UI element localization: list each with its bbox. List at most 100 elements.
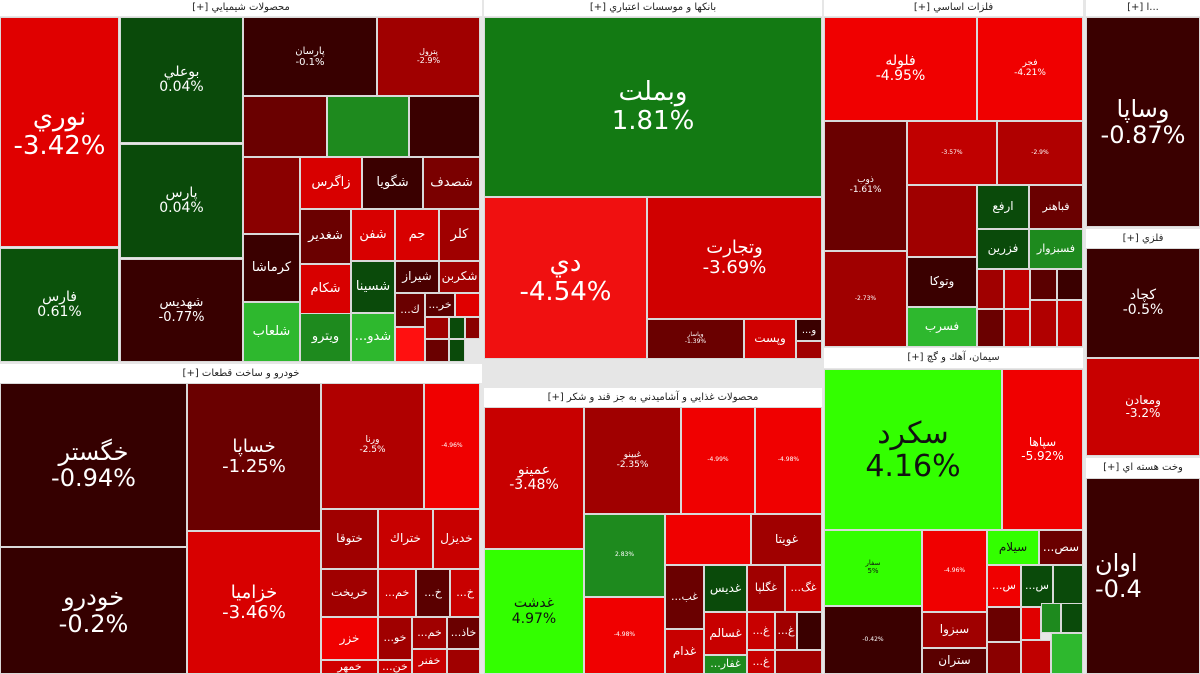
stock-tile[interactable]: -4.96% xyxy=(424,383,480,509)
stock-tile[interactable]: دي -4.54% xyxy=(484,197,647,359)
stock-tile[interactable] xyxy=(1041,603,1061,633)
stock-tile[interactable]: وبملت 1.81% xyxy=(484,17,822,197)
stock-tile[interactable]: غويتا xyxy=(751,514,822,565)
stock-tile[interactable]: نوري -3.42% xyxy=(0,17,119,247)
stock-tile[interactable]: اوان -0.4 xyxy=(1086,478,1200,674)
stock-tile[interactable] xyxy=(977,309,1004,347)
stock-tile[interactable] xyxy=(425,339,449,362)
stock-tile[interactable]: خفنر xyxy=(412,649,447,674)
stock-tile[interactable]: شهديس -0.77% xyxy=(120,259,243,362)
stock-tile[interactable] xyxy=(449,339,465,362)
stock-tile[interactable] xyxy=(447,649,480,674)
stock-tile[interactable]: -2.73% xyxy=(824,251,907,347)
stock-tile[interactable]: -4.98% xyxy=(584,597,665,674)
stock-tile[interactable] xyxy=(425,317,449,339)
stock-tile[interactable] xyxy=(1053,565,1083,607)
stock-tile[interactable]: وپست xyxy=(744,319,796,359)
stock-tile[interactable]: خگستر -0.94% xyxy=(0,383,187,547)
stock-tile[interactable] xyxy=(1057,269,1083,300)
stock-tile[interactable] xyxy=(907,185,977,257)
stock-tile[interactable]: ذوب -1.61% xyxy=(824,121,907,251)
stock-tile[interactable]: سيلام xyxy=(987,530,1039,565)
stock-tile[interactable] xyxy=(455,293,480,317)
stock-tile[interactable]: شكام xyxy=(300,264,351,314)
stock-tile[interactable]: غ... xyxy=(775,612,797,650)
stock-tile[interactable]: غگ... xyxy=(785,565,822,612)
stock-tile[interactable]: سپاها -5.92% xyxy=(1002,369,1083,530)
stock-tile[interactable]: غدام xyxy=(665,629,704,674)
stock-tile[interactable]: خزر xyxy=(321,617,378,660)
stock-tile[interactable]: بوعلي 0.04% xyxy=(120,17,243,143)
stock-tile[interactable]: شكربن xyxy=(439,261,480,293)
stock-tile[interactable]: وتجارت -3.69% xyxy=(647,197,822,319)
stock-tile[interactable]: ختوقا xyxy=(321,509,378,569)
stock-tile[interactable]: غ... xyxy=(747,612,775,650)
stock-tile[interactable]: فسرب xyxy=(907,307,977,347)
stock-tile[interactable]: -4.99% xyxy=(681,407,755,514)
stock-tile[interactable] xyxy=(243,96,327,157)
stock-tile[interactable]: كرماشا xyxy=(243,234,300,302)
stock-tile[interactable]: خر... xyxy=(425,293,455,317)
stock-tile[interactable]: و... xyxy=(796,319,822,341)
stock-tile[interactable]: شفن xyxy=(351,209,395,261)
stock-tile[interactable] xyxy=(327,96,409,157)
stock-tile[interactable] xyxy=(409,96,480,157)
stock-tile[interactable] xyxy=(797,612,822,650)
stock-tile[interactable] xyxy=(1030,269,1057,300)
stock-tile[interactable]: -2.9% xyxy=(997,121,1083,185)
stock-tile[interactable]: خمهر xyxy=(321,660,378,674)
stock-tile[interactable]: خريخت xyxy=(321,569,378,617)
stock-tile[interactable]: خساپا -1.25% xyxy=(187,383,321,531)
stock-tile[interactable]: ختراك xyxy=(378,509,433,569)
stock-tile[interactable]: غگلپا xyxy=(747,565,785,612)
sector-header-chemicals[interactable]: محصولات شيميايي [+] xyxy=(0,0,482,16)
stock-tile[interactable]: شغدير xyxy=(300,209,351,264)
stock-tile[interactable] xyxy=(449,317,465,339)
stock-tile[interactable]: وتوكا xyxy=(907,257,977,307)
stock-tile[interactable]: زاگرس xyxy=(300,157,362,209)
sector-header-food[interactable]: محصولات غذايي و آشاميدني به جز قند و شكر… xyxy=(484,388,822,407)
stock-tile[interactable]: غبينو -2.35% xyxy=(584,407,681,514)
stock-tile[interactable]: سبزوا xyxy=(922,612,987,648)
stock-tile[interactable]: شصدف xyxy=(423,157,480,209)
stock-tile[interactable]: شلعاب xyxy=(243,302,300,362)
stock-tile[interactable]: س... xyxy=(987,565,1021,607)
sector-header-basic-metals[interactable]: فلزات اساسي [+] xyxy=(824,0,1083,16)
stock-tile[interactable]: پترول -2.9% xyxy=(377,17,480,96)
sector-header-right-bottom[interactable]: وخت هسته اي [+] xyxy=(1086,458,1200,478)
stock-tile[interactable]: فسبزوار xyxy=(1029,229,1083,269)
stock-tile[interactable] xyxy=(1030,300,1057,347)
stock-tile[interactable] xyxy=(465,317,480,339)
sector-header-banks[interactable]: بانكها و موسسات اعتباري [+] xyxy=(484,0,822,16)
stock-tile[interactable]: -0.42% xyxy=(824,606,922,674)
stock-tile[interactable] xyxy=(1004,309,1030,347)
stock-tile[interactable] xyxy=(1057,300,1083,347)
sector-header-right-top[interactable]: ...ا [+] xyxy=(1086,0,1200,16)
stock-tile[interactable]: پارسان -0.1% xyxy=(243,17,377,96)
stock-tile[interactable]: شدو... xyxy=(351,313,395,362)
stock-tile[interactable] xyxy=(1051,633,1083,674)
stock-tile[interactable]: فباهنر xyxy=(1029,185,1083,229)
stock-tile[interactable]: جم xyxy=(395,209,439,261)
stock-tile[interactable]: غفار... xyxy=(704,655,747,674)
stock-tile[interactable]: ك... xyxy=(395,293,425,327)
stock-tile[interactable]: سكرد 4.16% xyxy=(824,369,1002,530)
stock-tile[interactable]: س... xyxy=(1021,565,1053,607)
stock-tile[interactable]: خاذ... xyxy=(447,617,480,649)
stock-tile[interactable]: وپاسار -1.39% xyxy=(647,319,744,359)
stock-tile[interactable]: شيراز xyxy=(395,261,439,293)
stock-tile[interactable]: وساپا -0.87% xyxy=(1086,17,1200,227)
stock-tile[interactable] xyxy=(987,607,1021,642)
stock-tile[interactable]: كلر xyxy=(439,209,480,261)
stock-tile[interactable]: خ... xyxy=(416,569,450,617)
stock-tile[interactable]: -3.57% xyxy=(907,121,997,185)
stock-tile[interactable] xyxy=(796,341,822,359)
stock-tile[interactable]: خن... xyxy=(378,660,412,674)
stock-tile[interactable]: غ... xyxy=(747,650,775,674)
stock-tile[interactable]: غب... xyxy=(665,565,704,629)
stock-tile[interactable]: غدشت 4.97% xyxy=(484,549,584,674)
stock-tile[interactable] xyxy=(1004,269,1030,309)
stock-tile[interactable]: ستران xyxy=(922,648,987,674)
stock-tile[interactable]: فزرين xyxy=(977,229,1029,269)
stock-tile[interactable]: ومعادن -3.2% xyxy=(1086,358,1200,456)
